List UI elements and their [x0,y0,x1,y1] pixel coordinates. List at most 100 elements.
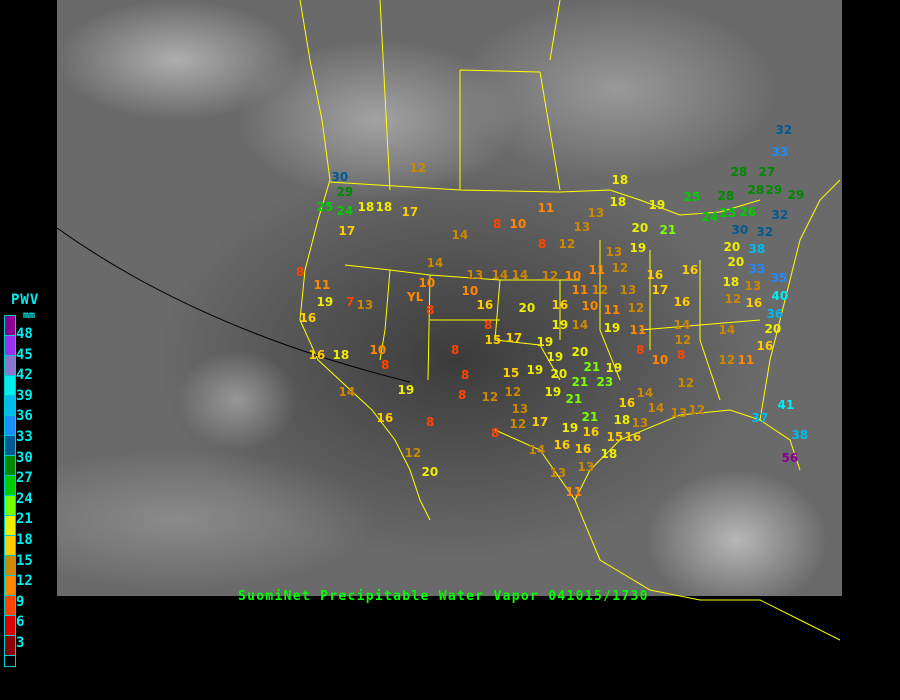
station-pwv-value: 13 [466,267,484,282]
station-pwv-value: 14 [491,267,509,282]
station-pwv-value: 20 [631,220,649,235]
station-pwv-value: 13 [744,278,762,293]
station-pwv-value: 8 [381,357,390,372]
station-pwv-value: 33 [748,261,766,276]
station-pwv-value: 32 [771,207,789,222]
station-pwv-value: 10 [418,275,436,290]
station-pwv-value: 16 [476,297,494,312]
legend-swatch [5,536,15,556]
station-pwv-value: 15 [502,365,520,380]
station-pwv-value: 56 [781,450,799,465]
station-pwv-value: 11 [629,322,647,337]
station-pwv-value: 18 [357,199,375,214]
legend-swatch [5,376,15,396]
legend-swatch [5,636,15,656]
station-pwv-value: 16 [756,338,774,353]
station-pwv-value: 19 [605,360,623,375]
station-pwv-value: 37 [751,410,769,425]
station-pwv-value: 20 [571,344,589,359]
station-pwv-value: 13 [631,415,649,430]
mexico-coast [574,499,841,641]
station-pwv-value: 12 [718,352,736,367]
us-canada-border [329,181,761,216]
station-pwv-value: 15 [484,332,502,347]
legend-tick: 30 [16,449,33,466]
legend-tick: 36 [16,408,33,425]
legend-swatch [5,616,15,636]
station-pwv-value: 24 [701,209,719,224]
station-pwv-value: 16 [582,424,600,439]
legend-tick: 45 [16,346,33,363]
station-pwv-value: 19 [551,317,569,332]
station-pwv-value: 20 [764,321,782,336]
legend-swatch [5,576,15,596]
station-pwv-value: 21 [583,359,601,374]
legend-tick: 33 [16,429,33,445]
station-pwv-value: 16 [376,410,394,425]
station-pwv-value: 14 [571,317,589,332]
legend-tick: 24 [16,490,33,507]
station-pwv-value: 16 [646,267,664,282]
station-pwv-value: 15 [606,429,624,444]
station-pwv-value: 17 [651,282,669,297]
station-pwv-value: 19 [546,349,564,364]
station-pwv-value: 38 [791,427,809,442]
station-pwv-value: 7 [346,294,355,309]
station-pwv-value: 12 [591,282,609,297]
terminator-line [56,227,411,383]
station-pwv-value: 20 [421,464,439,479]
station-pwv-value: 8 [426,414,435,429]
station-pwv-value: 16 [673,294,691,309]
station-pwv-value: 12 [688,402,706,417]
legend-swatch [5,336,15,356]
station-pwv-value: 18 [600,446,618,461]
legend-tick: 3 [16,635,25,651]
station-pwv-value: 8 [484,317,493,332]
station-pwv-value: 16 [553,437,571,452]
station-pwv-value: 36 [766,306,784,321]
station-pwv-value: 14 [636,385,654,400]
station-pwv-value: 16 [574,441,592,456]
station-pwv-value: 19 [544,384,562,399]
station-pwv-value: 13 [511,401,529,416]
station-pwv-value: 26 [739,204,757,219]
station-pwv-value: 10 [564,268,582,283]
station-pwv-value: 11 [537,200,555,215]
station-pwv-value: 16 [624,429,642,444]
station-pwv-value: 17 [505,330,523,345]
station-pwv-value: 14 [426,255,444,270]
legend-swatch [5,476,15,496]
station-pwv-value: 21 [565,391,583,406]
station-pwv-value: 16 [299,310,317,325]
station-pwv-value: 32 [756,224,774,239]
station-pwv-value: 25 [316,199,334,214]
legend-swatch [5,516,15,536]
station-pwv-value: 11 [737,352,755,367]
legend-tick: 39 [16,387,33,404]
station-pwv-value: 24 [336,203,354,218]
station-pwv-value: 13 [356,297,374,312]
station-pwv-value: 12 [404,445,422,460]
station-pwv-value: 12 [558,236,576,251]
station-pwv-value: 10 [369,342,387,357]
legend-tick: 48 [16,326,33,342]
station-pwv-value: 11 [588,262,606,277]
legend-swatch [5,396,15,416]
legend-tick: 18 [16,532,33,548]
station-pwv-value: 18 [611,172,629,187]
station-pwv-value: 8 [451,342,460,357]
station-pwv-value: 27 [758,164,776,179]
station-pwv-value: 13 [605,244,623,259]
legend-swatch [5,316,15,336]
station-pwv-value: 29 [765,182,783,197]
station-pwv-value: 13 [619,282,637,297]
satellite-image [57,0,842,596]
station-pwv-value: 19 [629,240,647,255]
station-pwv-value: 21 [581,409,599,424]
coastline-west [299,0,431,521]
station-pwv-value: 19 [397,382,415,397]
station-pwv-value: 8 [296,264,305,279]
station-pwv-value: 13 [573,219,591,234]
station-pwv-value: 18 [332,347,350,362]
